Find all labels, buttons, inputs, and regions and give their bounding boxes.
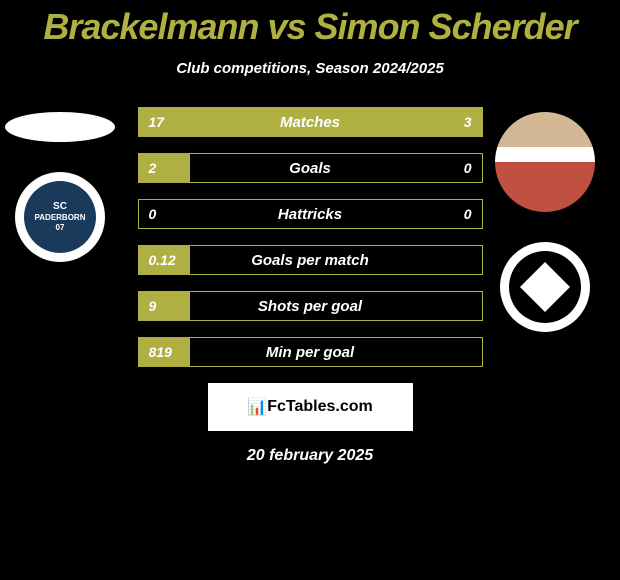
player-1-avatar [5, 112, 115, 142]
stat-label: Goals per match [251, 252, 369, 269]
stats-container: 17 Matches 3 2 Goals 0 0 Hattricks 0 0.1… [138, 107, 483, 367]
club-1-line1: SC [53, 202, 67, 212]
stat-value-right: 0 [464, 160, 472, 176]
footer-date: 20 february 2025 [0, 447, 620, 465]
club-1-line3: 07 [56, 224, 65, 232]
subtitle: Club competitions, Season 2024/2025 [0, 60, 620, 77]
header: Brackelmann vs Simon Scherder Club compe… [0, 0, 620, 77]
club-2-logo-inner [509, 251, 581, 323]
stat-row-spg: 9 Shots per goal [138, 291, 483, 321]
club-1-line2: PADERBORN [35, 214, 86, 222]
stat-value-left: 9 [149, 298, 157, 314]
content-area: SC PADERBORN 07 17 Matches 3 2 Goals 0 [0, 107, 620, 465]
stat-value-left: 17 [149, 114, 165, 130]
stat-row-gpm: 0.12 Goals per match [138, 245, 483, 275]
stat-label: Goals [289, 160, 331, 177]
stat-value-left: 0.12 [149, 252, 176, 268]
stat-label: Hattricks [278, 206, 342, 223]
stat-value-left: 0 [149, 206, 157, 222]
stat-label: Min per goal [266, 344, 354, 361]
player-2-avatar [495, 112, 595, 212]
player-2-name: Simon Scherder [315, 6, 577, 47]
stat-row-hattricks: 0 Hattricks 0 [138, 199, 483, 229]
stat-value-left: 819 [149, 344, 172, 360]
stat-value-left: 2 [149, 160, 157, 176]
brand-text: FcTables.com [267, 398, 373, 416]
stat-bar-right [430, 108, 481, 136]
eagle-icon [520, 262, 570, 312]
brand-badge[interactable]: 📊 FcTables.com [208, 383, 413, 431]
stat-label: Matches [280, 114, 340, 131]
club-1-logo-inner: SC PADERBORN 07 [24, 181, 96, 253]
player-right-column [495, 112, 595, 332]
stat-row-goals: 2 Goals 0 [138, 153, 483, 183]
club-2-logo [500, 242, 590, 332]
stat-bar-left [139, 292, 190, 320]
comparison-title: Brackelmann vs Simon Scherder [0, 6, 620, 48]
stat-row-matches: 17 Matches 3 [138, 107, 483, 137]
stat-value-right: 3 [464, 114, 472, 130]
player-left-column: SC PADERBORN 07 [5, 112, 115, 262]
player-1-name: Brackelmann [43, 6, 258, 47]
stat-value-right: 0 [464, 206, 472, 222]
stat-label: Shots per goal [258, 298, 362, 315]
brand-icon: 📊 [247, 397, 267, 417]
vs-text: vs [267, 6, 305, 47]
stat-bar-left [139, 154, 190, 182]
club-1-logo: SC PADERBORN 07 [15, 172, 105, 262]
stat-row-mpg: 819 Min per goal [138, 337, 483, 367]
